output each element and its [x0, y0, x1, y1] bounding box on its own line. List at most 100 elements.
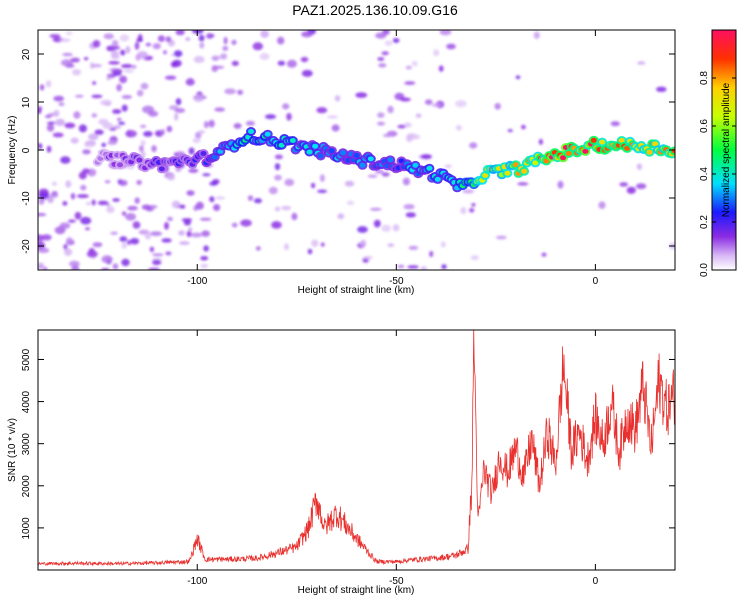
noise-blob	[91, 199, 96, 206]
ridge-core	[353, 152, 360, 158]
ridge-core	[618, 138, 625, 143]
noise-blob	[357, 226, 368, 233]
noise-blob	[38, 234, 44, 242]
noise-blob	[300, 56, 309, 63]
noise-blob	[471, 203, 476, 207]
noise-blob	[383, 133, 392, 138]
noise-blob	[65, 31, 73, 35]
noise-blob	[97, 200, 109, 206]
colorbar-label: Normalized spectral amplitude	[721, 82, 732, 217]
noise-blob	[441, 264, 447, 270]
noise-blob	[392, 224, 400, 232]
y-tick-label: 1000	[21, 517, 32, 540]
noise-blob	[381, 172, 390, 177]
noise-blob	[462, 189, 475, 194]
noise-blob	[54, 226, 66, 235]
snr-panel: -100 -50 0 1000 2000 3000 4000 5000 Height of …	[7, 329, 676, 596]
noise-blob	[203, 121, 209, 129]
noise-blob	[116, 83, 122, 92]
noise-blob	[231, 222, 238, 228]
snr-background	[38, 330, 675, 570]
noise-blob	[148, 110, 159, 117]
noise-blob	[331, 124, 340, 132]
noise-blob	[125, 213, 137, 221]
noise-blob	[152, 259, 162, 266]
ridge-core	[359, 162, 366, 168]
noise-blob	[46, 145, 52, 153]
noise-blob	[411, 60, 418, 67]
noise-blob	[274, 163, 281, 171]
noise-blob	[195, 201, 204, 210]
noise-blob	[346, 200, 355, 206]
noise-blob	[183, 220, 191, 226]
noise-blob	[397, 264, 405, 269]
noise-blob	[62, 52, 73, 57]
noise-blob	[66, 237, 73, 245]
spectrogram-y-ticks: -20 -10 0 10 20	[21, 49, 675, 254]
noise-blob	[274, 154, 283, 160]
noise-blob	[134, 41, 140, 50]
noise-blob	[211, 55, 223, 60]
noise-blob	[363, 256, 373, 260]
noise-blob	[405, 212, 416, 218]
noise-blob	[151, 145, 157, 153]
noise-blob	[247, 195, 254, 201]
noise-blob	[112, 72, 122, 76]
noise-blob	[375, 32, 387, 39]
noise-blob	[316, 107, 328, 114]
noise-blob	[301, 69, 313, 77]
noise-blob	[188, 227, 193, 232]
noise-blob	[440, 241, 446, 248]
noise-blob	[211, 65, 218, 72]
noise-blob	[446, 43, 456, 50]
colorbar-gradient	[711, 29, 737, 271]
noise-blob	[209, 196, 215, 203]
noise-blob	[656, 86, 667, 93]
noise-blob	[208, 119, 215, 128]
noise-blob	[121, 64, 133, 69]
noise-blob	[160, 129, 166, 135]
y-tick-label: 10	[21, 97, 32, 109]
ridge-core	[248, 129, 254, 134]
ridge-core	[482, 173, 489, 178]
noise-blob	[186, 190, 195, 196]
noise-blob	[78, 171, 87, 180]
snr-y-axis-label: SNR (10 * v/v)	[7, 418, 18, 482]
colorbar-tick-label: 0.6	[699, 119, 710, 133]
noise-blob	[191, 232, 203, 238]
noise-blob	[192, 137, 201, 144]
noise-blob	[360, 239, 367, 248]
noise-blob	[92, 40, 101, 48]
y-tick-label: -20	[21, 239, 32, 254]
noise-blob	[164, 75, 177, 80]
noise-blob	[80, 216, 92, 225]
noise-blob	[46, 124, 55, 132]
noise-blob	[598, 201, 606, 209]
noise-blob	[521, 124, 526, 130]
noise-blob	[50, 192, 59, 198]
noise-blob	[94, 129, 104, 135]
noise-blob	[259, 53, 270, 60]
noise-blob	[166, 125, 173, 133]
ridge-core	[412, 162, 419, 168]
noise-blob	[214, 107, 226, 112]
noise-blob	[136, 38, 143, 42]
noise-blob	[311, 239, 319, 247]
noise-blob	[140, 82, 149, 90]
noise-blob	[170, 61, 178, 68]
noise-blob	[517, 182, 529, 186]
noise-blob	[85, 227, 90, 231]
noise-blob	[199, 217, 212, 221]
noise-blob	[282, 103, 290, 110]
noise-blob	[65, 180, 72, 188]
noise-blob	[377, 57, 385, 61]
noise-blob	[127, 205, 138, 211]
ridge-core	[328, 148, 335, 154]
noise-blob	[47, 196, 54, 204]
ridge-core	[590, 137, 597, 143]
x-tick-label: 0	[593, 276, 599, 287]
noise-blob	[101, 142, 106, 148]
noise-blob	[162, 50, 168, 55]
noise-blob	[254, 198, 262, 204]
y-tick-label: -10	[21, 191, 32, 206]
